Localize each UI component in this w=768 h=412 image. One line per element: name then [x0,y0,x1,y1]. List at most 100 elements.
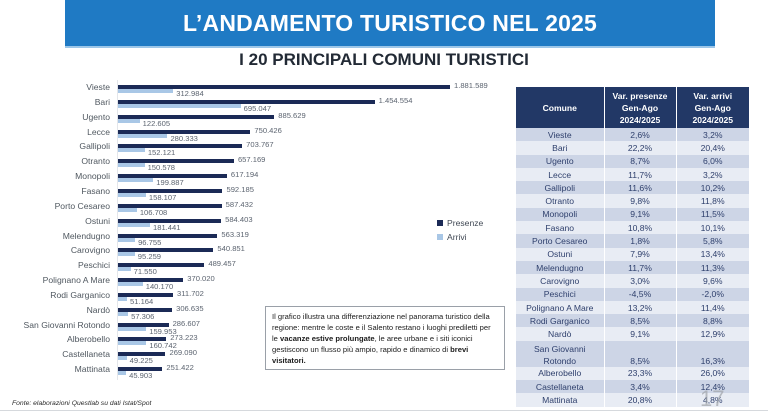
header-comune: Comune [516,87,605,128]
cell-comune: Gallipoli [516,181,605,195]
bar-presenze [118,218,222,223]
cell-var-presenze: 8,5% [604,340,677,367]
bar-arrivi [118,341,147,346]
bar-presenze [118,114,275,119]
cell-comune: Fasano [516,221,605,235]
table-row: Lecce 11,7% 3,2% [516,167,749,182]
category-label: Melendugno [62,230,110,241]
legend-item: Presenze [437,216,483,230]
value-label-presenze: 587.432 [225,199,254,209]
cell-comune: Porto Cesareo [516,234,605,248]
value-label-presenze: 592.185 [226,184,254,194]
chart-row: Vieste 1.881.589 312.984 [0,81,510,99]
cell-var-presenze: 9,1% [604,207,677,222]
value-label-presenze: 286.607 [172,318,201,328]
header-va-line1: Var. arrivi [693,90,733,101]
bar-presenze [118,322,169,327]
bar-presenze [118,99,375,104]
bar-arrivi [118,282,143,287]
chart-row: Ostuni 584.403 181.441 [0,215,510,233]
source-note: Fonte: elaborazioni Questlab su dati Ist… [12,400,152,407]
table-row: Vieste 2,6% 3,2% [516,128,749,142]
cell-comune: Peschici [516,287,605,301]
value-label-arrivi: 158.107 [148,192,177,202]
bar-presenze [118,352,166,357]
header-vp-line2: Gen-Ago [621,102,659,113]
cell-comune: Melendugno [516,260,605,275]
chart-row: Ugento 885.629 122.605 [0,111,510,129]
cell-var-presenze: 3,4% [604,380,677,394]
value-label-arrivi: 181.441 [153,222,181,232]
bar-arrivi [118,192,146,197]
value-label-arrivi: 280.333 [170,133,198,143]
bar-arrivi [118,207,137,212]
value-label-arrivi: 45.903 [129,371,153,381]
value-label-presenze: 1.454.554 [378,95,413,105]
table-row: Nardò 9,1% 12,9% [516,327,749,341]
cell-comune: Vieste [516,128,605,142]
value-label-arrivi: 159.953 [149,326,177,336]
table-row: Rodi Garganico 8,5% 8,8% [516,314,749,328]
table-row: San Giovanni Rotondo 8,5% 16,3% [516,340,749,367]
category-label: Ostuni [85,215,110,226]
header-va-line2: Gen-Ago [694,102,731,113]
header-va-line3: 2024/2025 [692,114,734,125]
chart-row: Castellaneta 269.090 49.225 [0,348,510,366]
cell-var-arrivi: 13,4% [676,247,749,261]
bar-arrivi [118,148,145,153]
chart-row: Otranto 657.169 150.578 [0,155,510,173]
cell-var-arrivi: 10,2% [676,181,749,195]
chart-row: Lecce 750.426 280.333 [0,126,510,144]
cell-var-presenze: 9,8% [604,194,677,208]
value-label-arrivi: 96.755 [138,237,162,247]
bar-arrivi [118,356,127,361]
legend-label: Arrivi [447,232,467,242]
table-row: Melendugno 11,7% 11,3% [516,260,749,275]
page-subtitle: I 20 PRINCIPALI COMUNI TURISTICI [239,50,529,69]
note-text-2: , le aree urbane e i siti iconici gestis… [272,334,473,354]
cell-var-presenze: 9,1% [604,327,677,341]
bar-arrivi [118,103,241,108]
note-text-1: Il grafico illustra una differenziazione… [272,312,491,343]
bar-arrivi [118,118,140,123]
cell-var-presenze: 2,6% [604,128,677,142]
table-row: Carovigno 3,0% 9,6% [516,274,749,288]
cell-comune: Alberobello [516,366,605,381]
bar-presenze [118,129,251,134]
chart-row: Rodi Garganico 311.702 51.164 [0,289,510,307]
value-label-presenze: 703.767 [246,140,274,150]
bar-arrivi [118,311,129,316]
value-label-arrivi: 150.578 [147,163,176,173]
legend-label: Presenze [447,218,484,228]
bar-presenze [118,367,163,372]
bottom-divider [0,410,768,411]
value-label-arrivi: 199.887 [156,178,184,188]
table-row: Polignano A Mare 13,2% 11,4% [516,300,749,315]
category-label: Lecce [87,126,110,137]
bar-arrivi [118,252,135,257]
category-label: Porto Cesareo [54,200,110,211]
cell-var-arrivi: 11,3% [676,260,749,275]
chart-row: San Giovanni Rotondo 286.607 159.953 [0,318,510,337]
bar-presenze [118,174,227,179]
table-row: Castellaneta 3,4% 12,4% [516,380,749,394]
category-label: Vieste [86,82,110,92]
cell-var-presenze: -4,5% [604,287,677,301]
category-label: Carovigno [70,245,110,256]
cell-comune: San Giovanni Rotondo [516,340,605,367]
chart-row: Carovigno 540.851 95.259 [0,244,510,262]
header-var-presenze: Var. presenze Gen-Ago 2024/2025 [604,87,677,128]
table-row: Otranto 9,8% 11,8% [516,194,749,208]
note-bold-1: vacanze estive prolungate [280,334,375,343]
cell-var-arrivi: 3,2% [676,128,749,142]
bar-arrivi [118,178,154,183]
category-label: Alberobello [67,334,110,345]
value-label-arrivi: 49.225 [129,356,153,366]
cell-var-presenze: 23,3% [604,366,677,381]
cell-comune: Bari [516,141,605,155]
value-label-presenze: 617.194 [230,170,259,180]
legend-item: Arrivi [437,230,483,244]
cell-var-presenze: 11,6% [604,181,677,195]
category-label: Polignano A Mare [42,275,110,286]
legend-swatch-icon [437,234,443,240]
